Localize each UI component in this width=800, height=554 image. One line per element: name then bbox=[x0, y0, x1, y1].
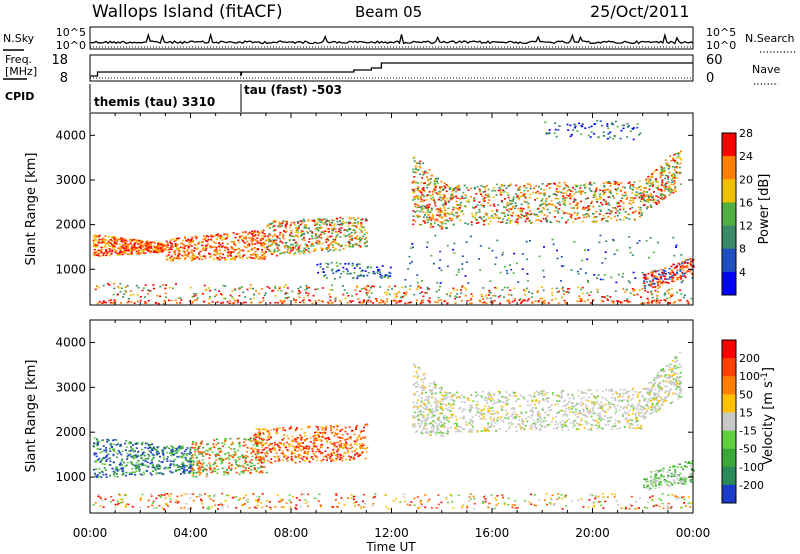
nsky-tick-top: 10^5 bbox=[56, 26, 86, 39]
velocity-ytick-label-1: 2000 bbox=[55, 425, 86, 439]
power-ylabel: Slant Range [km] bbox=[24, 153, 39, 266]
velocity-colorbar-swatch-3 bbox=[722, 394, 736, 413]
nave-tick-bottom: 0 bbox=[706, 71, 714, 86]
x-tick-label-3: 12:00 bbox=[374, 526, 409, 540]
power-y-axis: 1000 2000 3000 4000 bbox=[55, 113, 694, 305]
power-colorbar-swatch-1 bbox=[722, 156, 736, 180]
freq-trace bbox=[90, 62, 693, 77]
velocity-ytick-label-3: 4000 bbox=[55, 335, 86, 349]
power-plot-frame bbox=[89, 112, 694, 306]
power-ytick-label-0: 1000 bbox=[55, 262, 86, 276]
velocity-y-axis: 1000 2000 3000 4000 bbox=[55, 320, 694, 513]
power-colorbar-tick-3: 16 bbox=[739, 196, 753, 209]
velocity-colorbar-tick-7: -200 bbox=[739, 479, 764, 492]
power-colorbar-swatch-5 bbox=[722, 248, 736, 273]
velocity-colorbar-swatch-6 bbox=[722, 448, 736, 468]
x-tick-label-0: 00:00 bbox=[73, 526, 108, 540]
nsky-strip bbox=[89, 26, 694, 50]
velocity-colorbar-tick-0: 200 bbox=[739, 352, 760, 365]
time-x-axis: 00:00 04:00 08:00 12:00 16:00 20:00 00:00 bbox=[73, 526, 711, 540]
power-colorbar-swatch-2 bbox=[722, 179, 736, 203]
beam-title: Beam 05 bbox=[355, 3, 422, 21]
freq-tick-bottom: 8 bbox=[60, 71, 68, 86]
power-colorbar-tick-4: 20 bbox=[739, 173, 753, 186]
freq-tick-top: 18 bbox=[51, 53, 68, 68]
x-tick-label-4: 16:00 bbox=[475, 526, 510, 540]
freq-label-1: Freq. bbox=[5, 53, 32, 66]
x-axis-label: Time UT bbox=[365, 540, 416, 554]
velocity-colorbar-swatch-8 bbox=[722, 484, 736, 504]
nsky-label: N.Sky bbox=[3, 32, 35, 45]
power-colorbar-swatch-0 bbox=[722, 133, 736, 157]
velocity-colorbar-tick-6: -100 bbox=[739, 461, 764, 474]
velocity-colorbar-swatch-0 bbox=[722, 340, 736, 359]
nsearch-tick-top: 10^5 bbox=[706, 26, 736, 39]
velocity-colorbar-swatch-1 bbox=[722, 358, 736, 377]
date-title: 25/Oct/2011 bbox=[590, 2, 690, 21]
nsky-tick-bottom: 10^0 bbox=[56, 39, 86, 52]
nsearch-label: N.Search bbox=[745, 32, 795, 45]
power-colorbar-tick-1: 8 bbox=[739, 243, 746, 256]
x-tick-label-6: 00:00 bbox=[676, 526, 711, 540]
power-colorbar-tick-5: 24 bbox=[739, 150, 753, 163]
power-colorbar-tick-2: 12 bbox=[739, 220, 753, 233]
power-colorbar-tick-6: 28 bbox=[739, 127, 753, 140]
x-tick-label-2: 08:00 bbox=[274, 526, 309, 540]
velocity-colorbar-tick-2: 50 bbox=[739, 388, 753, 401]
velocity-colorbar-swatch-4 bbox=[722, 412, 736, 431]
cpid-segment-2: tau (fast) -503 bbox=[244, 83, 342, 97]
power-heatmap-data bbox=[92, 120, 695, 305]
x-tick-label-5: 20:00 bbox=[575, 526, 610, 540]
velocity-colorbar: 200 100 50 15 -15 -50 -100 -200 bbox=[721, 339, 764, 504]
nave-tick-top: 60 bbox=[706, 53, 723, 68]
x-tick-label-1: 04:00 bbox=[173, 526, 208, 540]
freq-label-2: [MHz] bbox=[5, 65, 37, 78]
velocity-colorbar-tick-5: -50 bbox=[739, 443, 757, 456]
velocity-colorbar-tick-4: -15 bbox=[739, 425, 757, 438]
freq-strip bbox=[89, 54, 694, 82]
power-colorbar-swatch-6 bbox=[722, 271, 736, 296]
nave-label: Nave bbox=[752, 63, 780, 76]
nsearch-tick-bottom: 10^0 bbox=[706, 39, 736, 52]
power-ytick-label-1: 2000 bbox=[55, 218, 86, 232]
velocity-ylabel: Slant Range [km] bbox=[24, 360, 39, 473]
velocity-colorbar-label: Velocity [m s-1] bbox=[760, 367, 776, 465]
velocity-heatmap-data bbox=[92, 351, 695, 511]
power-colorbar-swatch-3 bbox=[722, 202, 736, 226]
cpid-segment-1: themis (tau) 3310 bbox=[94, 95, 215, 109]
velocity-colorbar-swatch-2 bbox=[722, 376, 736, 395]
power-colorbar: 4 8 12 16 20 24 28 bbox=[721, 127, 753, 296]
velocity-colorbar-tick-3: 15 bbox=[739, 406, 753, 419]
velocity-colorbar-frame bbox=[721, 339, 737, 504]
power-colorbar-swatch-4 bbox=[722, 225, 736, 250]
velocity-colorbar-swatch-5 bbox=[722, 430, 736, 449]
site-title: Wallops Island (fitACF) bbox=[92, 2, 283, 22]
velocity-colorbar-tick-1: 100 bbox=[739, 370, 760, 383]
velocity-ytick-label-2: 3000 bbox=[55, 380, 86, 394]
power-ytick-label-3: 4000 bbox=[55, 128, 86, 142]
cpid-label: CPID bbox=[5, 90, 34, 103]
velocity-colorbar-swatch-7 bbox=[722, 466, 736, 486]
power-colorbar-tick-0: 4 bbox=[739, 266, 746, 279]
velocity-ytick-label-0: 1000 bbox=[55, 470, 86, 484]
power-colorbar-label: Power [dB] bbox=[757, 174, 772, 245]
power-ytick-label-2: 3000 bbox=[55, 173, 86, 187]
power-colorbar-frame bbox=[721, 132, 737, 296]
nsky-trace bbox=[90, 32, 694, 45]
velocity-plot-frame bbox=[89, 319, 694, 514]
